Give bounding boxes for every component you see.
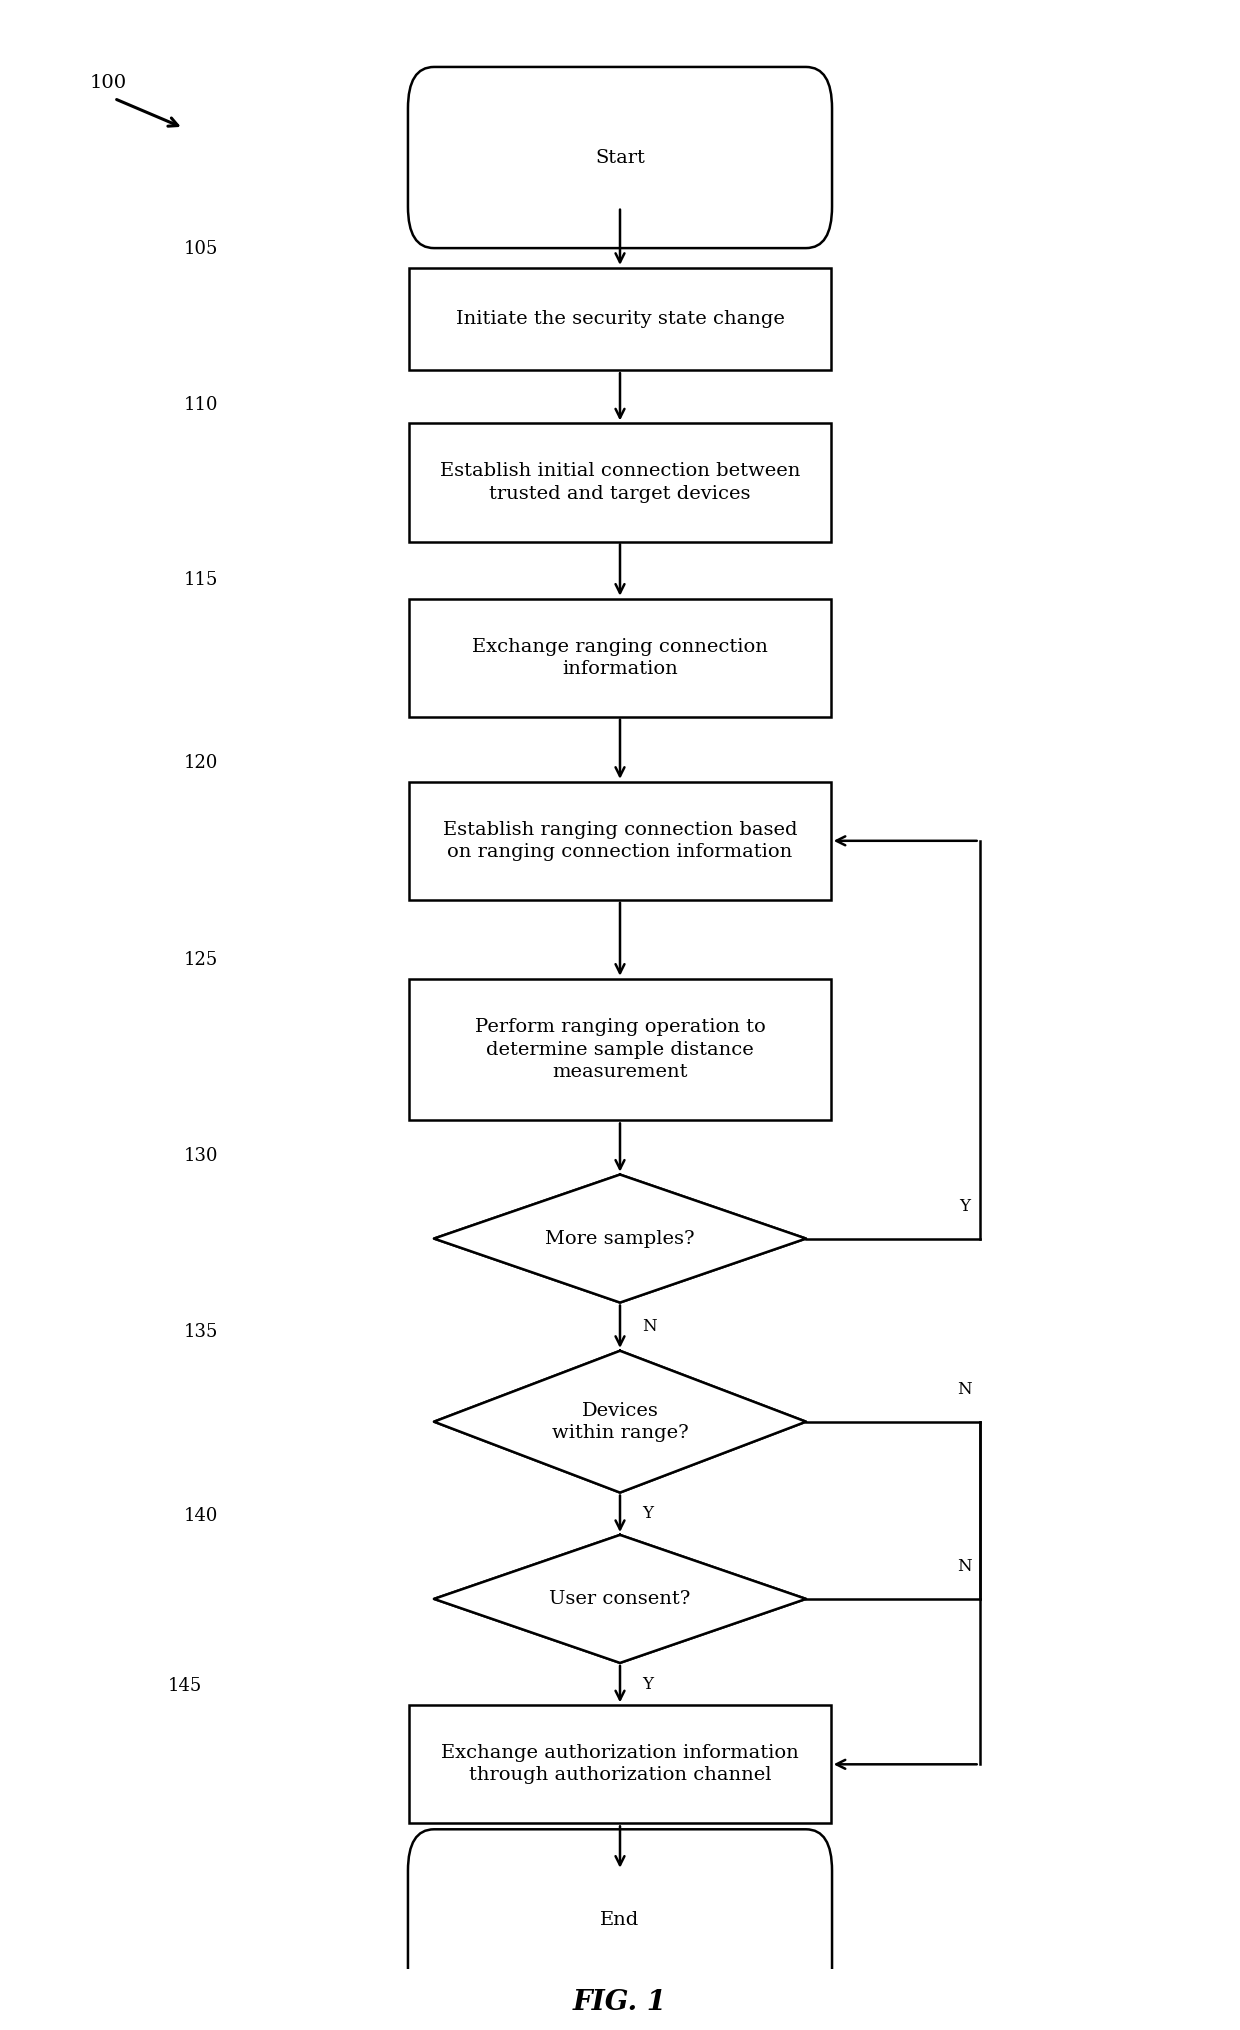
Polygon shape [434, 1350, 806, 1492]
Text: End: End [600, 1910, 640, 1928]
Text: Y: Y [642, 1506, 653, 1522]
Bar [409, 1705, 831, 1823]
Text: 110: 110 [184, 396, 218, 414]
Text: User consent?: User consent? [549, 1589, 691, 1608]
Bar [409, 599, 831, 717]
FancyBboxPatch shape [408, 67, 832, 248]
Text: 105: 105 [184, 240, 218, 258]
Bar [409, 978, 831, 1121]
Text: Exchange ranging connection
information: Exchange ranging connection information [472, 637, 768, 678]
Text: 145: 145 [167, 1677, 202, 1695]
Bar [409, 782, 831, 899]
Text: 135: 135 [184, 1324, 218, 1342]
Text: 115: 115 [184, 570, 218, 589]
Text: Start: Start [595, 148, 645, 166]
Text: Initiate the security state change: Initiate the security state change [455, 311, 785, 329]
Bar [409, 268, 831, 369]
Text: Perform ranging operation to
determine sample distance
measurement: Perform ranging operation to determine s… [475, 1019, 765, 1080]
Text: FIG. 1: FIG. 1 [573, 1989, 667, 2016]
Polygon shape [434, 1535, 806, 1663]
Text: More samples?: More samples? [546, 1230, 694, 1248]
Text: 125: 125 [184, 950, 218, 968]
FancyBboxPatch shape [408, 1829, 832, 2010]
Polygon shape [434, 1175, 806, 1303]
Bar [409, 424, 831, 542]
Text: Exchange authorization information
through authorization channel: Exchange authorization information throu… [441, 1744, 799, 1784]
Text: 100: 100 [89, 73, 126, 91]
Text: Y: Y [960, 1198, 970, 1214]
Text: 130: 130 [184, 1147, 218, 1165]
Text: Y: Y [642, 1675, 653, 1693]
Text: N: N [957, 1559, 972, 1575]
Text: Devices
within range?: Devices within range? [552, 1401, 688, 1441]
Text: Establish ranging connection based
on ranging connection information: Establish ranging connection based on ra… [443, 820, 797, 861]
Text: 120: 120 [184, 753, 218, 771]
Text: N: N [957, 1380, 972, 1399]
Text: 140: 140 [184, 1506, 218, 1525]
Text: N: N [642, 1317, 657, 1336]
Text: Establish initial connection between
trusted and target devices: Establish initial connection between tru… [440, 463, 800, 503]
